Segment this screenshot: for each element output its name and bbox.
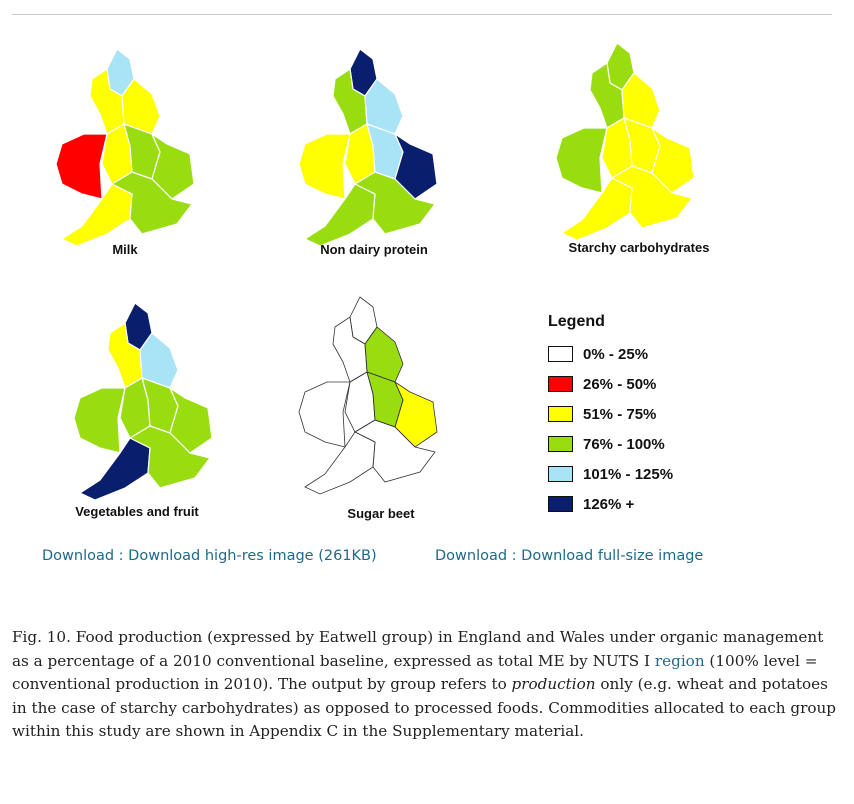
caption-emphasis: production bbox=[511, 675, 596, 693]
legend-item: 101% - 125% bbox=[548, 459, 768, 489]
legend-label: 101% - 125% bbox=[583, 465, 674, 483]
map-starchy-svg bbox=[555, 42, 695, 241]
map-legend: Legend 0% - 25% 26% - 50% 51% - 75% 76% … bbox=[548, 313, 768, 519]
figure-caption: Fig. 10. Food production (expressed by E… bbox=[12, 626, 838, 744]
map-milk bbox=[12, 34, 232, 264]
region-se bbox=[355, 420, 435, 482]
legend-label: 126% + bbox=[583, 495, 635, 513]
figure-10: Milk Non dairy protein Starchy carbohydr… bbox=[0, 20, 854, 540]
region-wa bbox=[55, 133, 108, 200]
region-ea bbox=[393, 132, 438, 200]
legend-label: 51% - 75% bbox=[583, 405, 657, 423]
legend-label: 76% - 100% bbox=[583, 435, 665, 453]
region-se bbox=[610, 165, 694, 229]
region-ea bbox=[650, 126, 695, 194]
region-se bbox=[110, 171, 194, 235]
legend-swatch bbox=[548, 406, 573, 422]
region-wm bbox=[345, 372, 375, 432]
map-label-non-dairy-protein: Non dairy protein bbox=[320, 242, 428, 257]
region-wa bbox=[73, 387, 126, 454]
map-veg-svg bbox=[73, 302, 213, 501]
region-ea bbox=[168, 386, 213, 454]
legend-swatch bbox=[548, 466, 573, 482]
legend-item: 76% - 100% bbox=[548, 429, 768, 459]
region-ea bbox=[395, 382, 437, 447]
legend-label: 26% - 50% bbox=[583, 375, 657, 393]
download-high-res-link[interactable]: Download : Download high-res image (261K… bbox=[42, 548, 377, 564]
region-link[interactable]: region bbox=[654, 651, 705, 670]
map-sugar-beet bbox=[255, 282, 475, 512]
legend-item: 26% - 50% bbox=[548, 369, 768, 399]
legend-item: 0% - 25% bbox=[548, 339, 768, 369]
map-ndp-svg bbox=[298, 48, 438, 247]
map-label-starchy-carbohydrates: Starchy carbohydrates bbox=[568, 240, 710, 255]
map-label-milk: Milk bbox=[112, 242, 138, 257]
legend-title: Legend bbox=[548, 313, 605, 330]
legend-item: 126% + bbox=[548, 489, 768, 519]
map-starchy-carbohydrates bbox=[512, 28, 732, 258]
legend-swatch bbox=[548, 436, 573, 452]
legend-swatch bbox=[548, 376, 573, 392]
region-outline-se bbox=[354, 419, 436, 483]
map-sugar-svg bbox=[298, 296, 438, 495]
region-ea bbox=[150, 132, 195, 200]
top-divider bbox=[12, 14, 832, 15]
map-milk-svg bbox=[55, 48, 195, 247]
region-nw bbox=[333, 317, 367, 382]
region-outline-ea bbox=[394, 380, 438, 448]
region-se bbox=[353, 171, 437, 235]
legend-swatch bbox=[548, 496, 573, 512]
download-full-size-link[interactable]: Download : Download full-size image bbox=[435, 548, 704, 564]
region-se bbox=[128, 425, 212, 489]
region-ne bbox=[350, 297, 377, 344]
caption-text: (100% level = conventional production in… bbox=[12, 651, 818, 694]
legend-swatch bbox=[548, 346, 573, 362]
region-em bbox=[367, 372, 403, 427]
caption-text: Fig. 10. Food production (expressed by E… bbox=[12, 628, 824, 670]
map-label-sugar-beet: Sugar beet bbox=[347, 506, 415, 521]
map-vegetables-and-fruit bbox=[30, 288, 250, 518]
legend-item: 51% - 75% bbox=[548, 399, 768, 429]
region-wa bbox=[555, 127, 608, 194]
map-label-vegetables-and-fruit: Vegetables and fruit bbox=[75, 504, 199, 519]
legend-label: 0% - 25% bbox=[583, 345, 649, 363]
map-non-dairy-protein bbox=[255, 34, 475, 264]
caption-text: only (e.g. wheat and potatoes in the cas… bbox=[12, 675, 837, 740]
region-sw bbox=[305, 432, 375, 494]
region-wa bbox=[298, 133, 351, 200]
region-wa bbox=[299, 382, 350, 447]
